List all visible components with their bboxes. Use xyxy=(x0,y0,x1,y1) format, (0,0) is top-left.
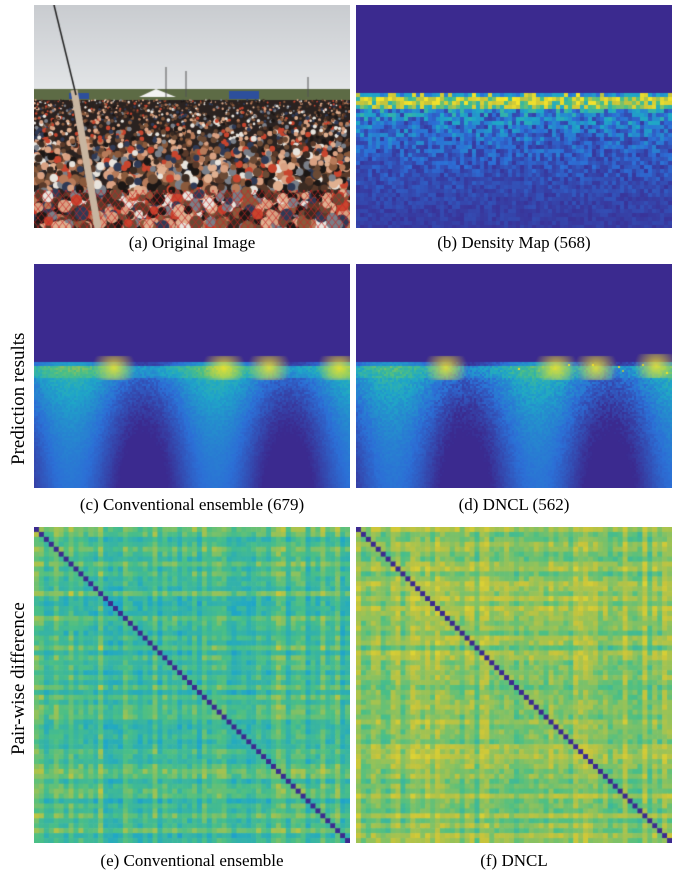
caption-b: (b) Density Map (568) xyxy=(437,233,591,252)
caption-e: (e) Conventional ensemble xyxy=(100,851,284,870)
crowd-photo xyxy=(34,5,350,228)
row-label-pairwise: Pair-wise difference xyxy=(8,602,29,755)
conventional-pairwise-matrix xyxy=(34,527,350,843)
density-map-heatmap xyxy=(356,5,672,228)
dncl-pairwise-matrix xyxy=(356,527,672,843)
caption-a: (a) Original Image xyxy=(128,233,256,252)
conventional-prediction-panel xyxy=(34,264,350,488)
dncl-prediction-heatmap xyxy=(356,264,672,488)
original-image-panel xyxy=(34,5,350,228)
caption-f: (f) DNCL xyxy=(480,851,548,870)
conventional-matrix-panel xyxy=(34,527,350,843)
conventional-prediction-heatmap xyxy=(34,264,350,488)
dncl-matrix-panel xyxy=(356,527,672,843)
caption-d: (d) DNCL (562) xyxy=(458,495,570,514)
caption-c: (c) Conventional ensemble (679) xyxy=(79,495,305,514)
row-label-prediction: Prediction results xyxy=(8,332,29,465)
density-map-panel xyxy=(356,5,672,228)
dncl-prediction-panel xyxy=(356,264,672,488)
